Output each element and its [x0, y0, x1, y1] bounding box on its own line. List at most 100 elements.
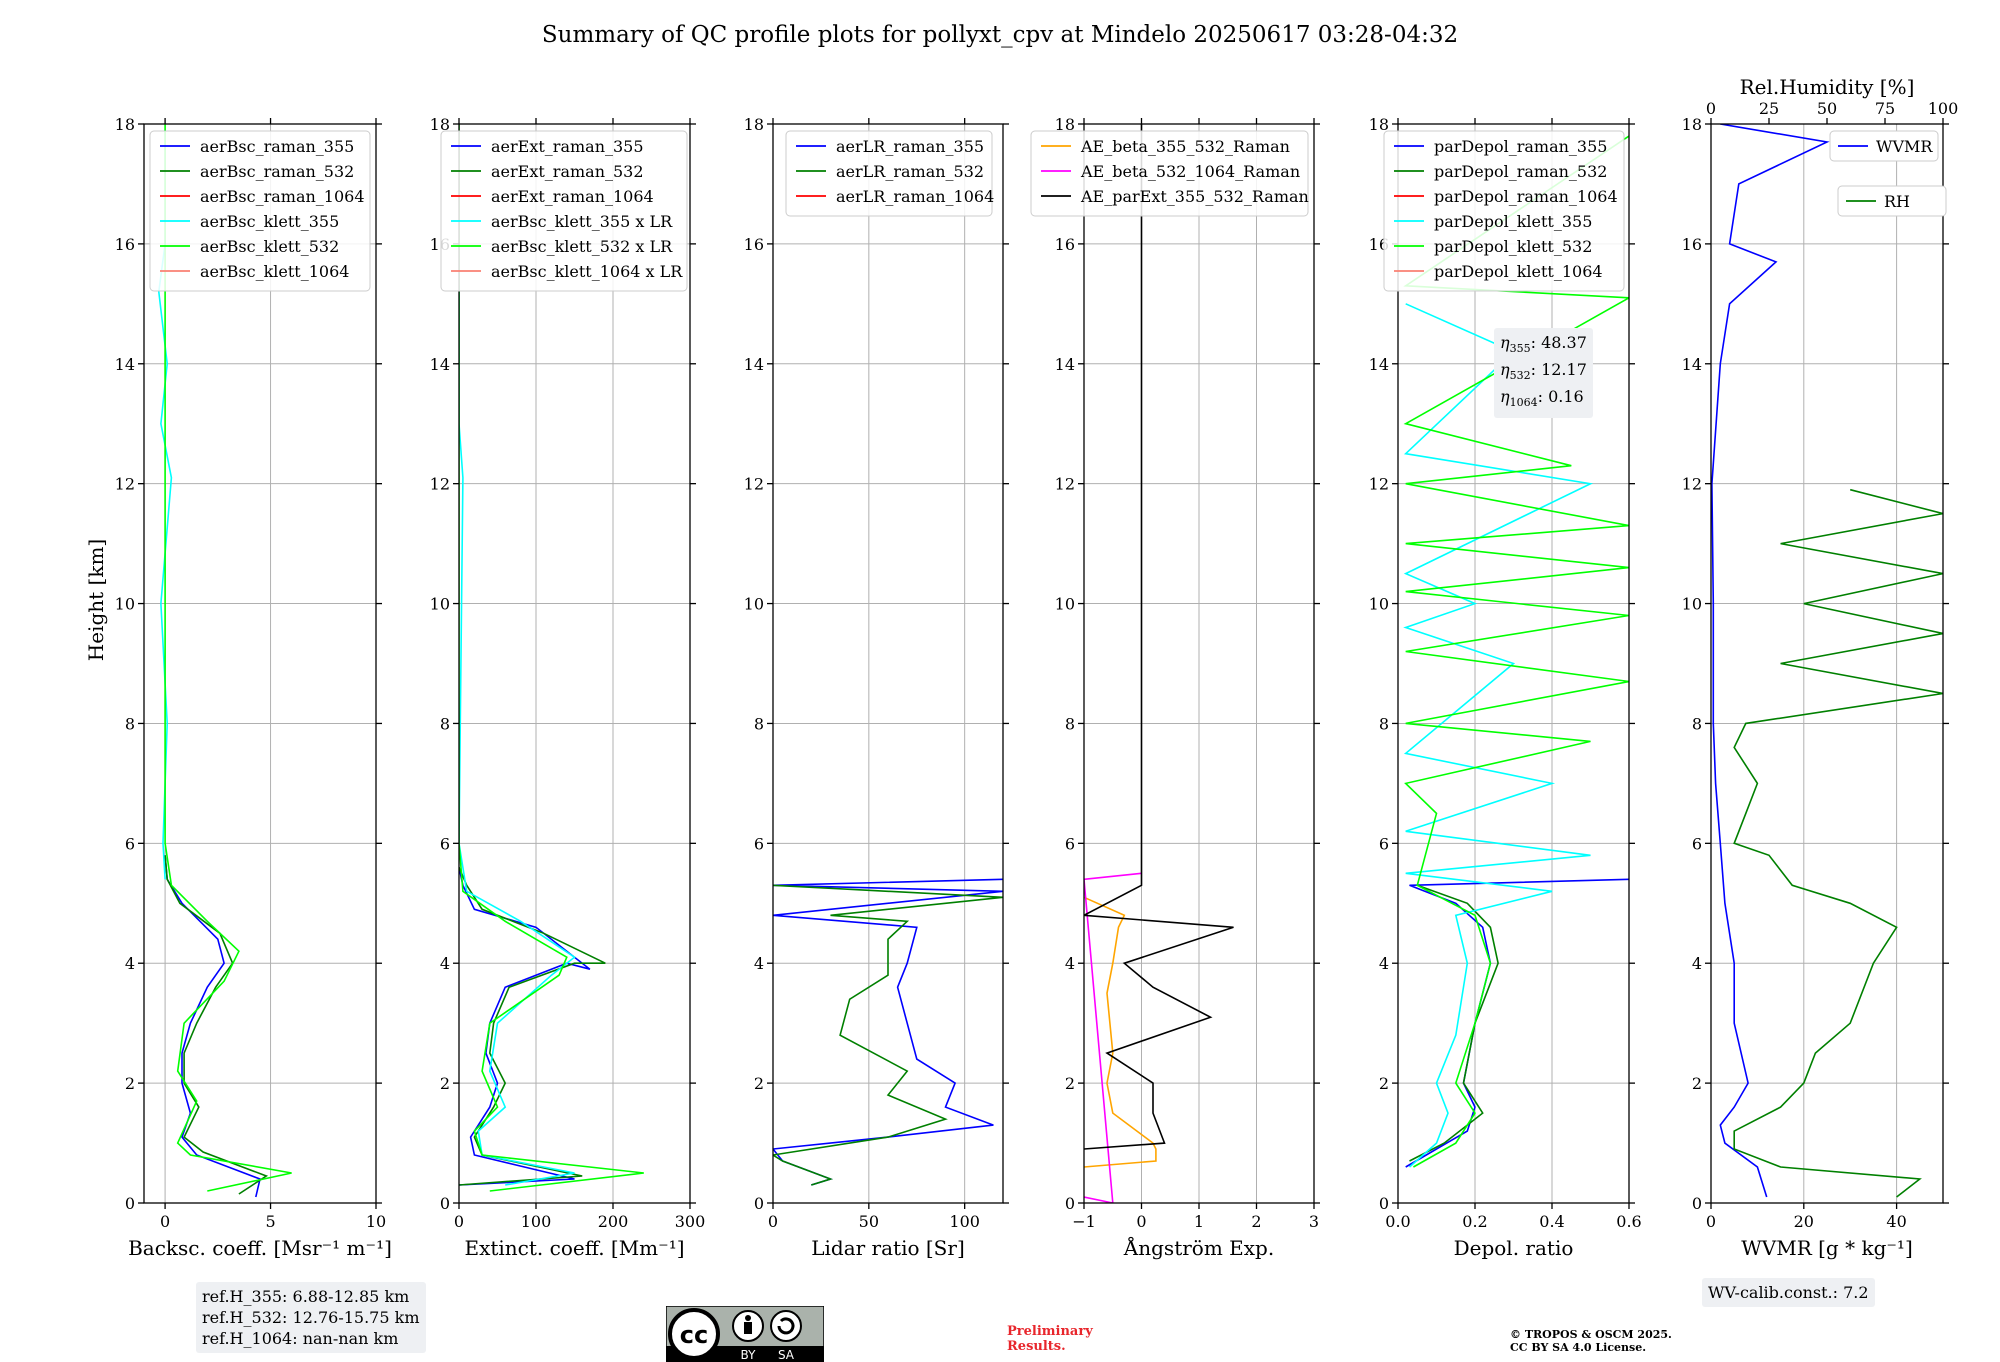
- x-tick-label: 1: [1194, 1212, 1204, 1231]
- ref-height-355: ref.H_355: 6.88-12.85 km: [202, 1287, 410, 1306]
- legend-box: [440, 130, 688, 292]
- y-tick-label: 10: [430, 595, 450, 614]
- series-line-bsc-1: [164, 855, 269, 1195]
- y-tick-label: 6: [125, 834, 135, 853]
- y-tick-label: 2: [754, 1074, 764, 1093]
- y-tick-label: 8: [125, 714, 135, 733]
- axes-frame: [458, 123, 691, 1204]
- x-tick-label: 0: [454, 1212, 464, 1231]
- top-tick-label: 75: [1875, 99, 1895, 118]
- x-tick-label: −1: [1072, 1212, 1096, 1231]
- preliminary-results-note: Preliminary Results.: [1007, 1324, 1137, 1354]
- ref-height-532: ref.H_532: 12.76-15.75 km: [202, 1308, 420, 1327]
- legend-entry: parDepol_raman_1064: [1434, 187, 1618, 206]
- x-tick-label: 300: [675, 1212, 706, 1231]
- cc-sa-label: SA: [778, 1348, 795, 1362]
- y-tick-label: 18: [115, 115, 135, 134]
- legend-entry: RH: [1884, 192, 1910, 211]
- top-tick-label: 50: [1817, 99, 1837, 118]
- x-axis-label-wv: WVMR [g * kg⁻¹]: [1741, 1236, 1913, 1260]
- y-tick-label: 12: [115, 475, 135, 494]
- y-tick-label: 10: [744, 595, 764, 614]
- series-line-dep-3: [1403, 303, 1594, 1168]
- x-tick-label: 0.4: [1539, 1212, 1564, 1231]
- cc-by-label: BY: [741, 1348, 757, 1362]
- series-line-dep-0: [1405, 878, 1629, 1168]
- preliminary-line-2: Results.: [1007, 1339, 1066, 1354]
- y-tick-label: 6: [1065, 834, 1075, 853]
- panel-bsc: 0 2 4 6 8 10 12 14 16 18 0 5 10 Backsc. coeff. [Msr⁻¹…: [115, 115, 392, 1260]
- axes-frame: [772, 123, 1004, 1204]
- legend-entry: aerExt_raman_355: [491, 137, 644, 156]
- x-tick-label: 5: [265, 1212, 275, 1231]
- eta-1064: η1064: 0.16: [1500, 387, 1584, 410]
- series-line-lr-0: [773, 878, 1003, 1186]
- wv-calib-box: WV-calib.const.: 7.2: [1702, 1278, 1875, 1307]
- preliminary-line-1: Preliminary: [1007, 1324, 1093, 1339]
- legend-box: [1829, 130, 1939, 162]
- series-line-ext-3: [459, 285, 576, 1186]
- axes-frame: [143, 123, 377, 1204]
- legend-box: [1837, 185, 1947, 217]
- y-tick-label: 14: [1369, 355, 1389, 374]
- legend-entry: parDepol_klett_355: [1434, 212, 1592, 231]
- y-tick-label: 14: [1682, 355, 1702, 374]
- legend-entry: aerBsc_klett_355 x LR: [491, 212, 673, 231]
- legend-entry: parDepol_klett_1064: [1434, 262, 1603, 281]
- y-tick-label: 12: [1055, 475, 1075, 494]
- y-tick-label: 4: [1379, 954, 1389, 973]
- y-tick-label: 10: [1682, 595, 1702, 614]
- x-tick-label: 0: [1706, 1212, 1716, 1231]
- y-tick-label: 4: [125, 954, 135, 973]
- top-tick-label: 0: [1706, 99, 1716, 118]
- legend-entry: aerBsc_klett_532: [200, 237, 339, 256]
- y-tick-label: 16: [1055, 235, 1075, 254]
- x-tick-label: 50: [859, 1212, 879, 1231]
- y-tick-label: 6: [1692, 834, 1702, 853]
- y-tick-label: 10: [1055, 595, 1075, 614]
- y-tick-label: 16: [744, 235, 764, 254]
- legend-entry: AE_beta_355_532_Raman: [1080, 137, 1290, 156]
- y-tick-label: 2: [440, 1074, 450, 1093]
- y-tick-label: 10: [1369, 595, 1389, 614]
- legend-entry: aerLR_raman_532: [836, 162, 984, 181]
- y-tick-label: 10: [115, 595, 135, 614]
- y-tick-label: 18: [1369, 115, 1389, 134]
- x-axis-label-ext: Extinct. coeff. [Mm⁻¹]: [464, 1236, 684, 1260]
- x-tick-label: 0.2: [1462, 1212, 1487, 1231]
- series-line-bsc-4: [164, 124, 292, 1192]
- legend-entry: aerBsc_klett_532 x LR: [491, 237, 673, 256]
- y-tick-label: 14: [430, 355, 450, 374]
- y-tick-label: 16: [115, 235, 135, 254]
- x-tick-label: 2: [1251, 1212, 1261, 1231]
- copyright-line-2: CC BY SA 4.0 License.: [1510, 1341, 1647, 1354]
- legend-entry: parDepol_raman_355: [1434, 137, 1607, 156]
- y-tick-label: 0: [1379, 1194, 1389, 1213]
- y-tick-label: 8: [1692, 714, 1702, 733]
- legend-entry: WVMR: [1876, 137, 1933, 156]
- legend-entry: aerBsc_raman_532: [200, 162, 354, 181]
- series-line-lr-1: [773, 884, 1003, 1186]
- y-tick-label: 0: [125, 1194, 135, 1213]
- y-tick-label: 8: [440, 714, 450, 733]
- axes-frame: [1397, 123, 1630, 1204]
- panel-lr: 0 2 4 6 8 10 12 14 16 18 0 50 100 Lidar ratio [Sr] aer…: [744, 115, 1009, 1260]
- y-tick-label: 12: [744, 475, 764, 494]
- legend-entry: aerBsc_klett_1064: [200, 262, 349, 281]
- legend-entry: AE_beta_532_1064_Raman: [1080, 162, 1300, 181]
- y-tick-label: 0: [1065, 1194, 1075, 1213]
- legend-box: [1383, 130, 1625, 292]
- y-tick-label: 0: [440, 1194, 450, 1213]
- y-tick-label: 8: [754, 714, 764, 733]
- y-tick-label: 4: [1692, 954, 1702, 973]
- y-tick-label: 4: [1065, 954, 1075, 973]
- legend-entry: aerBsc_raman_1064: [200, 187, 365, 206]
- y-tick-label: 4: [440, 954, 450, 973]
- x-tick-label: 0: [768, 1212, 778, 1231]
- top-tick-label: 100: [1928, 99, 1959, 118]
- legend-entry: aerBsc_klett_355: [200, 212, 339, 231]
- y-tick-label: 2: [1065, 1074, 1075, 1093]
- legend-entry: AE_parExt_355_532_Raman: [1080, 187, 1309, 206]
